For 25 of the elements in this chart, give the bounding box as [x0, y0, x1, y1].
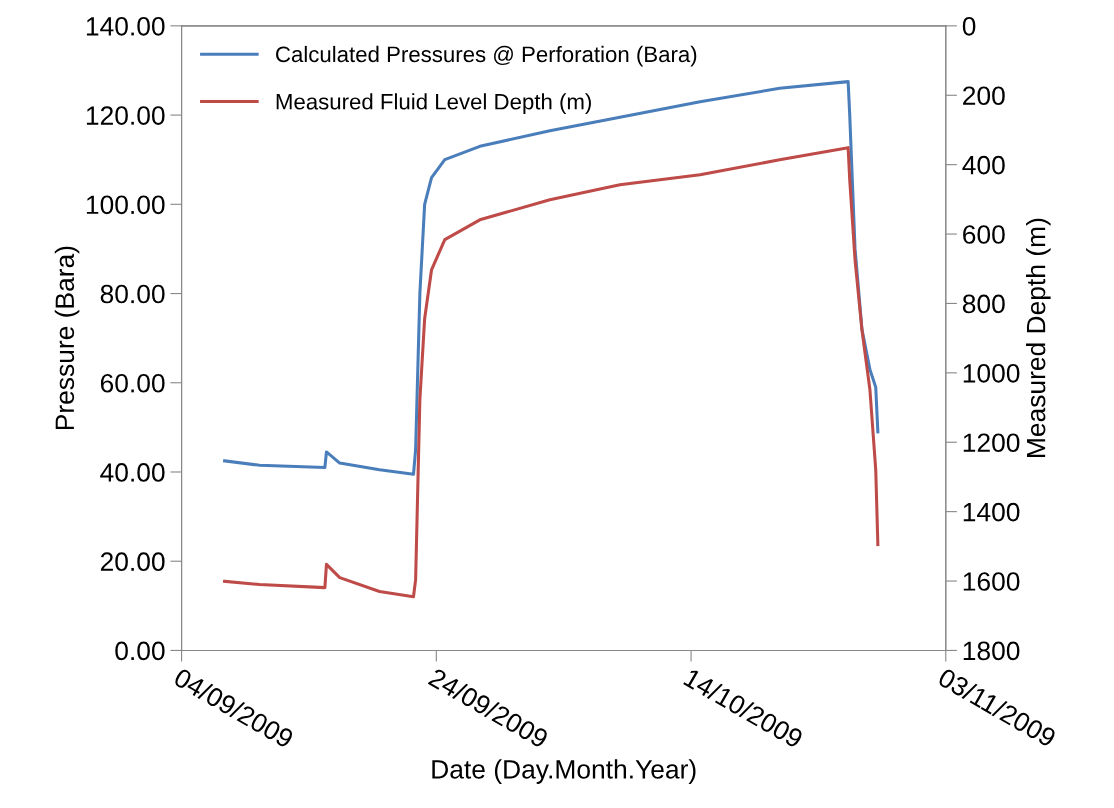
y-tick-label: 140.00	[86, 16, 165, 36]
y2-tick-label: 1000	[963, 363, 1020, 383]
y2-tick-label: 0	[962, 16, 976, 36]
y2-tick-label: 800	[962, 294, 1005, 314]
y2-tick-label: 200	[963, 86, 1005, 106]
y2-tick-label: 400	[962, 155, 1005, 175]
y-tick-label: 100.00	[86, 195, 165, 215]
y-tick-label: 120.00	[86, 106, 165, 125]
y-tick-label: 60.00	[100, 373, 165, 393]
y2-axis-title: Measured Depth (m)	[1026, 218, 1051, 457]
line-series	[223, 80, 880, 476]
y-tick-label: 0.00	[115, 641, 165, 661]
y-tick-label: 20.00	[100, 552, 165, 572]
line-series	[223, 146, 880, 599]
y2-tick-label: 1600	[963, 572, 1020, 591]
y-tick-label: 40.00	[100, 463, 165, 482]
y2-tick-label: 1200	[963, 433, 1020, 453]
legend-label: Calculated Pressures @ Perforation (Bara)	[276, 45, 697, 67]
y2-tick-label: 1400	[963, 502, 1020, 522]
y-axis-title: Pressure (Bara)	[54, 246, 80, 430]
y-tick-label: 80.00	[100, 284, 165, 304]
y2-tick-label: 1800	[963, 641, 1020, 661]
x-axis-title: Date (Day.Month.Year)	[432, 759, 696, 784]
y2-tick-label: 600	[963, 225, 1005, 244]
legend-label: Measured Fluid Level Depth (m)	[276, 93, 591, 114]
